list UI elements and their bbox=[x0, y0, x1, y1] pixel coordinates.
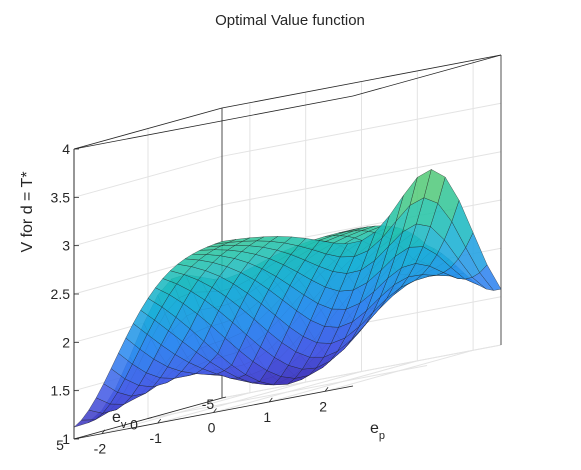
y-tick-label: -5 bbox=[202, 396, 215, 412]
x-tick bbox=[324, 387, 329, 392]
axes-frame-edge bbox=[73, 95, 354, 150]
x-tick-label: -1 bbox=[149, 430, 162, 446]
y-tick-label: 5 bbox=[56, 437, 64, 453]
y-tick bbox=[221, 396, 227, 399]
y-tick bbox=[147, 417, 153, 419]
axes-frame-edge bbox=[352, 54, 502, 97]
y-tick-label: 0 bbox=[130, 417, 138, 433]
surface-patch bbox=[73, 419, 96, 428]
z-gridline bbox=[73, 54, 502, 150]
axes-frame-edge bbox=[73, 107, 223, 150]
surface-patch bbox=[214, 239, 236, 245]
y-axis-label: ev bbox=[112, 409, 127, 431]
y-tick bbox=[73, 437, 79, 440]
axes: 1 1.5 2 2.5 3 3.5 4 -2 -1 0 1 2 -5 0 5 bbox=[51, 141, 354, 457]
z-tick-label: 3.5 bbox=[51, 189, 71, 205]
x-tick bbox=[213, 408, 217, 413]
z-tick-label: 1 bbox=[62, 431, 70, 447]
z-tick-label: 2.5 bbox=[51, 286, 71, 302]
y-axis-label-main: e bbox=[112, 409, 121, 426]
z-tick-label: 3 bbox=[62, 238, 70, 254]
z-axis-label: V for d = T* bbox=[19, 171, 36, 252]
x-axis-label-subscript: p bbox=[379, 430, 385, 442]
x-tick-label: 0 bbox=[208, 420, 216, 436]
z-tick-label: 2 bbox=[62, 334, 70, 350]
x-tick bbox=[268, 397, 273, 403]
x-axis-label-main: e bbox=[370, 420, 379, 437]
value-surface bbox=[73, 168, 502, 428]
x-tick bbox=[157, 418, 162, 424]
x-tick-label: 1 bbox=[263, 409, 271, 425]
y-axis-label-subscript: v bbox=[121, 419, 127, 431]
x-axis-label: ep bbox=[370, 420, 385, 442]
chart-title: Optimal Value function bbox=[215, 12, 365, 29]
x-tick-label: 2 bbox=[319, 398, 327, 414]
z-tick-label: 1.5 bbox=[51, 383, 71, 399]
axes-frame-edge bbox=[221, 54, 502, 109]
x-tick-label: -2 bbox=[94, 441, 107, 457]
z-tick-label: 4 bbox=[62, 141, 70, 157]
